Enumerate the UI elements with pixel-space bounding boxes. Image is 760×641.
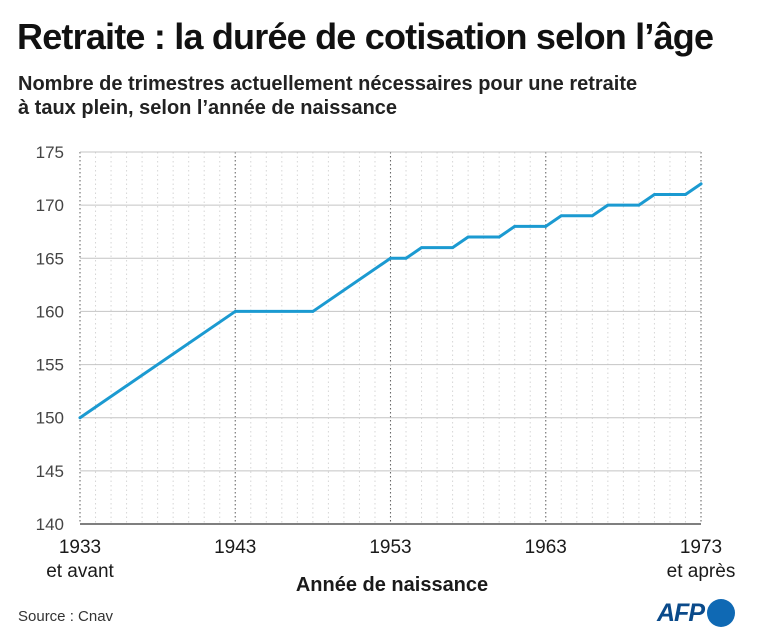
y-tick-label: 150 xyxy=(36,409,64,428)
data-point xyxy=(590,214,594,218)
y-tick-label: 165 xyxy=(36,249,64,268)
data-point xyxy=(606,203,610,207)
y-tick-label: 155 xyxy=(36,356,64,375)
x-tick-label: 1953 xyxy=(369,537,411,558)
data-point xyxy=(513,225,517,228)
data-point xyxy=(389,256,392,260)
series-line xyxy=(78,182,703,420)
data-point xyxy=(311,310,315,313)
data-point xyxy=(684,193,687,196)
y-tick-label: 140 xyxy=(36,515,64,534)
x-tick-label: 1943 xyxy=(214,537,256,558)
chart-subtitle: Nombre de trimestres actuellement nécess… xyxy=(18,72,718,120)
subtitle-line-2: à taux plein, selon l’année de naissance xyxy=(18,97,398,119)
afp-logo: AFP xyxy=(657,596,735,630)
data-point xyxy=(233,310,237,313)
data-point xyxy=(466,235,470,239)
data-point xyxy=(497,235,501,239)
axis-layer: 140 145 150 155 160 165 170 175 1933 et avant 1943… xyxy=(36,143,736,596)
data-point xyxy=(653,193,656,196)
y-tick-label: 175 xyxy=(36,143,64,162)
y-tick-label: 145 xyxy=(36,462,64,481)
x-tick-label: 1933 xyxy=(59,537,101,558)
chart-title: Retraite : la durée de cotisation selon … xyxy=(17,16,714,57)
data-point xyxy=(637,203,641,207)
subtitle-line-1: Nombre de trimestres actuellement nécess… xyxy=(18,73,638,95)
y-tick-label: 160 xyxy=(36,302,64,321)
data-point xyxy=(420,246,423,250)
x-tick-label: 1963 xyxy=(525,537,567,558)
data-point xyxy=(544,225,548,228)
data-point xyxy=(451,246,454,250)
series-layer xyxy=(78,182,703,420)
y-tick-label: 170 xyxy=(36,196,64,215)
afp-logo-dot-icon xyxy=(707,599,735,627)
x-tick-sublabel: et avant xyxy=(46,561,114,582)
x-tick-sublabel: et après xyxy=(667,561,736,582)
data-point xyxy=(559,214,563,218)
x-tick-label: 1973 xyxy=(680,537,722,558)
x-axis-title: Année de naissance xyxy=(296,574,488,596)
data-point xyxy=(404,256,408,260)
source-note: Source : Cnav xyxy=(18,608,114,625)
data-point xyxy=(699,182,703,186)
data-point xyxy=(78,416,82,420)
afp-logo-text: AFP xyxy=(657,598,705,627)
grid-layer xyxy=(79,151,702,525)
